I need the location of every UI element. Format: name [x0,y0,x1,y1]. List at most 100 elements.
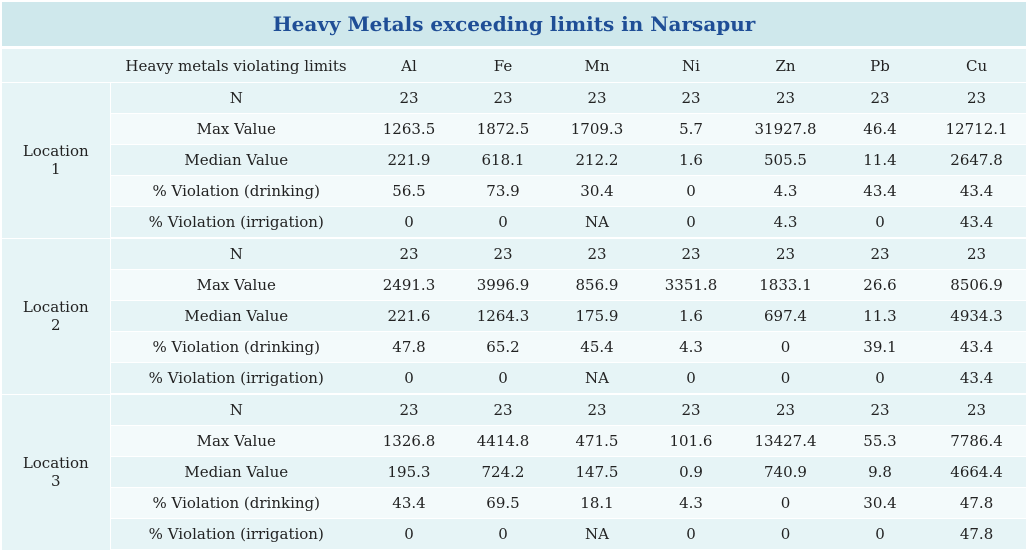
value-cell: 31927.8 [738,113,833,145]
value-cell: 3351.8 [644,269,738,301]
value-cell: 0 [738,518,833,551]
row-label: Max Value [110,113,362,145]
header-metal: Zn [738,47,833,83]
location-label-line1: Location [22,298,89,316]
table-row: % Violation (drinking) 43.4 69.5 18.1 4.3 0 30… [2,487,1027,519]
header-metal: Cu [927,47,1027,83]
header-label: Heavy metals violating limits [110,47,362,83]
table-row: Max Value 2491.3 3996.9 856.9 3351.8 1833.1 26… [2,269,1027,301]
value-cell: 0 [644,362,738,395]
value-cell: 4934.3 [927,300,1027,332]
value-cell: 1263.5 [362,113,456,145]
value-cell: 0 [738,331,833,363]
table-row: Median Value 221.9 618.1 212.2 1.6 505.5 11.4 2… [2,144,1027,176]
value-cell: NA [550,362,644,395]
value-cell: 23 [362,394,456,426]
table-row: Max Value 1326.8 4414.8 471.5 101.6 13427.4 55… [2,425,1027,457]
value-cell: 0 [456,518,550,551]
header-metal: Al [362,47,456,83]
location-label-line2: 3 [50,472,61,490]
row-label: Median Value [110,456,362,488]
value-cell: 23 [927,238,1027,270]
value-cell: 43.4 [927,175,1027,207]
value-cell: 23 [738,394,833,426]
header-metal: Ni [644,47,738,83]
row-label: Max Value [110,269,362,301]
table-title: Heavy Metals exceeding limits in Narsapu… [2,2,1027,49]
value-cell: 0 [738,487,833,519]
value-cell: 23 [362,238,456,270]
value-cell: 23 [644,238,738,270]
row-label: % Violation (irrigation) [110,518,362,551]
value-cell: 0 [456,206,550,239]
value-cell: 23 [738,82,833,114]
value-cell: 43.4 [362,487,456,519]
value-cell: 23 [550,82,644,114]
value-cell: 8506.9 [927,269,1027,301]
table-row: Location 2 N 23 23 23 23 23 23 23 [2,238,1027,395]
value-cell: 618.1 [456,144,550,176]
row-label: % Violation (irrigation) [110,206,362,239]
value-cell: 23 [833,238,927,270]
value-cell: 0 [738,362,833,395]
value-cell: 69.5 [456,487,550,519]
value-cell: 43.4 [927,331,1027,363]
table-row: Max Value 1263.5 1872.5 1709.3 5.7 31927.8 46.… [2,113,1027,145]
value-cell: 2647.8 [927,144,1027,176]
location-label: Location 1 [2,82,111,239]
value-cell: 47.8 [927,518,1027,551]
location-label-line1: Location [22,142,89,161]
value-cell: 0 [362,518,456,551]
value-cell: 856.9 [550,269,644,301]
value-cell: 147.5 [550,456,644,488]
value-cell: 740.9 [738,456,833,488]
value-cell: 3996.9 [456,269,550,301]
table-row: % Violation (irrigation) 0 0 NA 0 0 0 43.4 [2,362,1027,395]
header-corner-cell [2,47,110,83]
table-row: % Violation (irrigation) 0 0 NA 0 0 0 47.8 [2,518,1027,551]
value-cell: 23 [927,82,1027,114]
row-label: Max Value [110,425,362,457]
value-cell: 18.1 [550,487,644,519]
value-cell: 30.4 [550,175,644,207]
row-label: N [110,82,362,114]
value-cell: 471.5 [550,425,644,457]
row-label: % Violation (irrigation) [110,362,362,395]
value-cell: NA [550,206,644,239]
value-cell: 195.3 [362,456,456,488]
value-cell: 5.7 [644,113,738,145]
row-label: Median Value [110,144,362,176]
location-label-line1: Location [22,454,89,472]
header-metal: Pb [833,47,927,83]
table-row: Location 1 N 23 23 23 23 23 23 23 [2,82,1027,239]
header-row: Heavy metals violating limits Al Fe Mn N… [2,47,1027,83]
value-cell: 221.9 [362,144,456,176]
row-label: % Violation (drinking) [110,331,362,363]
value-cell: 7786.4 [927,425,1027,457]
value-cell: NA [550,518,644,551]
value-cell: 23 [456,82,550,114]
value-cell: 1.6 [644,144,738,176]
location-label: Location 2 [2,238,111,395]
location-label: Location 3 [2,394,111,551]
value-cell: 23 [550,238,644,270]
value-cell: 73.9 [456,175,550,207]
row-label: N [110,238,362,270]
value-cell: 1.6 [644,300,738,332]
value-cell: 0 [362,206,456,239]
value-cell: 4664.4 [927,456,1027,488]
value-cell: 65.2 [456,331,550,363]
value-cell: 45.4 [550,331,644,363]
table-row: % Violation (drinking) 47.8 65.2 45.4 4.3 0 39… [2,331,1027,363]
table-row: Median Value 195.3 724.2 147.5 0.9 740.9 9.8 46… [2,456,1027,488]
value-cell: 1264.3 [456,300,550,332]
value-cell: 23 [456,238,550,270]
table-row: % Violation (drinking) 56.5 73.9 30.4 0 4.3 43… [2,175,1027,207]
header-metal: Fe [456,47,550,83]
value-cell: 0 [833,206,927,239]
value-cell: 23 [362,82,456,114]
table-row: Median Value 221.6 1264.3 175.9 1.6 697.4 11.3… [2,300,1027,332]
value-cell: 175.9 [550,300,644,332]
value-cell: 0 [644,175,738,207]
row-label: Median Value [110,300,362,332]
